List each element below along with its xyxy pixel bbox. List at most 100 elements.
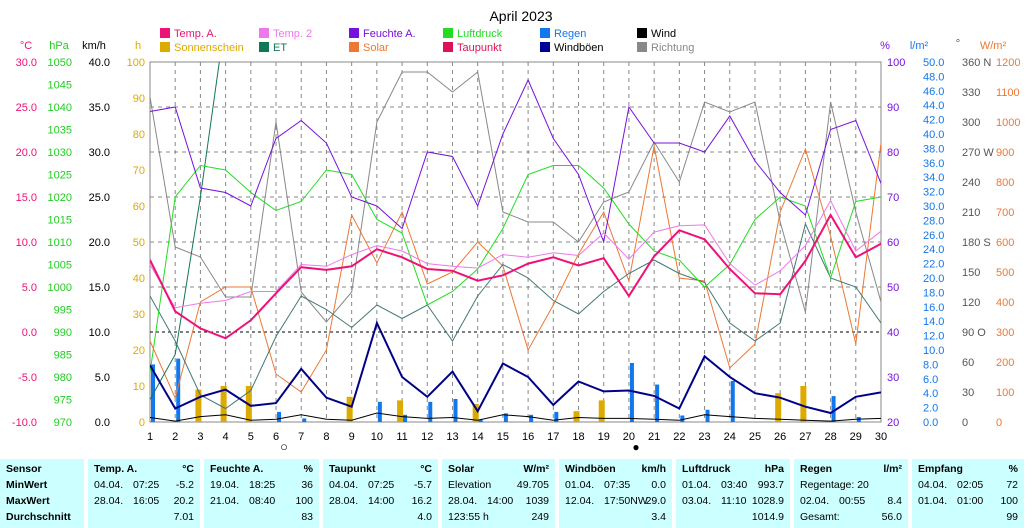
temp-tick-label: 0.0	[22, 327, 37, 339]
solar-tick-label: 900	[996, 147, 1014, 159]
stats-header: Feuchte A.	[210, 463, 264, 475]
temperature-line	[150, 212, 881, 340]
direction-tick-label: 270 W	[962, 147, 994, 159]
rain-tick-label: 46.0	[923, 86, 944, 98]
stats-column	[676, 459, 790, 528]
x-tick-label: 4	[223, 431, 229, 443]
x-tick-label: 19	[598, 431, 610, 443]
chart-title: April 2023	[489, 8, 552, 24]
stats-time: 18:25	[249, 479, 276, 491]
stats-header-unit: hPa	[764, 463, 784, 475]
stats-date: 28.04.	[448, 495, 478, 507]
sunshine-bar	[472, 404, 479, 422]
sun-unit-label: h	[135, 40, 141, 52]
solar-tick-label: 400	[996, 297, 1014, 309]
legend-swatch	[259, 42, 269, 52]
stats-date: Regentage: 20	[800, 479, 869, 491]
temp-unit-label: °C	[20, 40, 32, 52]
pressure-tick-label: 1005	[48, 260, 72, 272]
stats-value: 36	[301, 479, 313, 491]
x-tick-label: 2	[172, 431, 178, 443]
stats-column	[442, 459, 555, 528]
rain-bar	[478, 419, 483, 422]
pressure-tick-label: 1035	[48, 125, 72, 137]
humidity-tick-label: 20	[887, 417, 899, 429]
legend-swatch	[259, 28, 269, 38]
sunshine-bar	[573, 411, 580, 422]
x-tick-label: 26	[774, 431, 786, 443]
rain-bar	[302, 418, 307, 422]
sun-tick-label: 10	[133, 381, 145, 393]
sunshine-bar	[195, 389, 202, 422]
pressure-tick-label: 980	[54, 372, 72, 384]
sun-tick-label: 0	[139, 417, 145, 429]
pressure-tick-label: 1045	[48, 80, 72, 92]
stats-header-unit: km/h	[641, 463, 666, 475]
temp-tick-label: 15.0	[16, 192, 37, 204]
x-tick-label: 15	[497, 431, 509, 443]
legend-label: Regen	[554, 28, 586, 40]
rain-tick-label: 18.0	[923, 287, 944, 299]
legend-swatch	[443, 42, 453, 52]
stats-column	[0, 459, 84, 528]
pressure-tick-label: 1015	[48, 215, 72, 227]
pressure-unit-label: hPa	[49, 40, 69, 52]
x-axis-labels: 1 2 3 4 5 6 7 8 9 10 11 12 13 14 15 16 17 18 19 20 21 22 23 24 2…	[147, 431, 887, 443]
humidity-unit-label: %	[880, 40, 890, 52]
stats-value: 16.2	[411, 495, 432, 507]
x-tick-label: 21	[648, 431, 660, 443]
rain-bar	[403, 414, 408, 422]
pressure-tick-label: 975	[54, 395, 72, 407]
stats-time: 11:10	[721, 495, 747, 507]
wind-unit-label: km/h	[82, 40, 106, 52]
stats-header: Windböen	[565, 463, 616, 475]
rain-tick-label: 50.0	[923, 57, 944, 69]
rain-bar	[453, 398, 458, 422]
direction-tick-label: 240	[962, 177, 980, 189]
stats-value: 99	[1006, 511, 1018, 523]
plot-area	[149, 61, 882, 423]
stats-header-unit: %	[1008, 463, 1018, 475]
sun-tick-label: 100	[127, 57, 145, 69]
sun-tick-label: 70	[133, 165, 145, 177]
stats-value: 993.7	[757, 479, 784, 491]
statistics-table: Sensor MinWert MaxWert Durchschnitt Temp. A.…	[0, 459, 1036, 528]
stats-time: 08:40	[249, 495, 276, 507]
stats-column	[559, 459, 672, 528]
stats-date: 02.04.	[800, 495, 830, 507]
legend-label: Windböen	[554, 42, 604, 54]
solar-tick-label: 600	[996, 237, 1014, 249]
direction-tick-label: 360 N	[962, 57, 991, 69]
legend-swatch	[349, 28, 359, 38]
rain-bar	[377, 401, 382, 422]
pressure-tick-label: 1030	[48, 147, 72, 159]
legend-label: Sonnenschein	[174, 42, 244, 54]
stats-date: 01.04.	[565, 479, 595, 491]
pressure-tick-label: 1000	[48, 282, 72, 294]
dewpoint-line	[150, 222, 881, 410]
sun-tick-label: 30	[133, 309, 145, 321]
humidity-tick-label: 90	[887, 102, 899, 114]
legend-swatch	[443, 28, 453, 38]
stats-value: 4.0	[417, 511, 432, 523]
x-tick-label: 20	[623, 431, 635, 443]
x-tick-label: 13	[446, 431, 458, 443]
stats-header: Temp. A.	[94, 463, 138, 475]
wind-tick-label: 25.0	[89, 192, 110, 204]
stats-value: 56.0	[881, 511, 902, 523]
stats-time: 17:50NW	[604, 495, 648, 507]
sunshine-bar	[397, 400, 404, 422]
pressure-tick-label: 985	[54, 350, 72, 362]
solar-line	[150, 142, 881, 400]
stats-date: 19.04.	[210, 479, 240, 491]
legend-label: Richtung	[651, 42, 694, 54]
x-tick-label: 14	[472, 431, 484, 443]
rain-bar	[529, 414, 534, 422]
stats-header: Taupunkt	[329, 463, 376, 475]
rain-bar	[705, 409, 710, 422]
legend: Temp. A. Sonnenschein Temp. 2 ET Feuchte A. S…	[160, 28, 694, 54]
rain-tick-label: 14.0	[923, 316, 944, 328]
stats-header-unit: °C	[182, 463, 194, 475]
sun-tick-label: 80	[133, 129, 145, 141]
x-tick-label: 9	[349, 431, 355, 443]
